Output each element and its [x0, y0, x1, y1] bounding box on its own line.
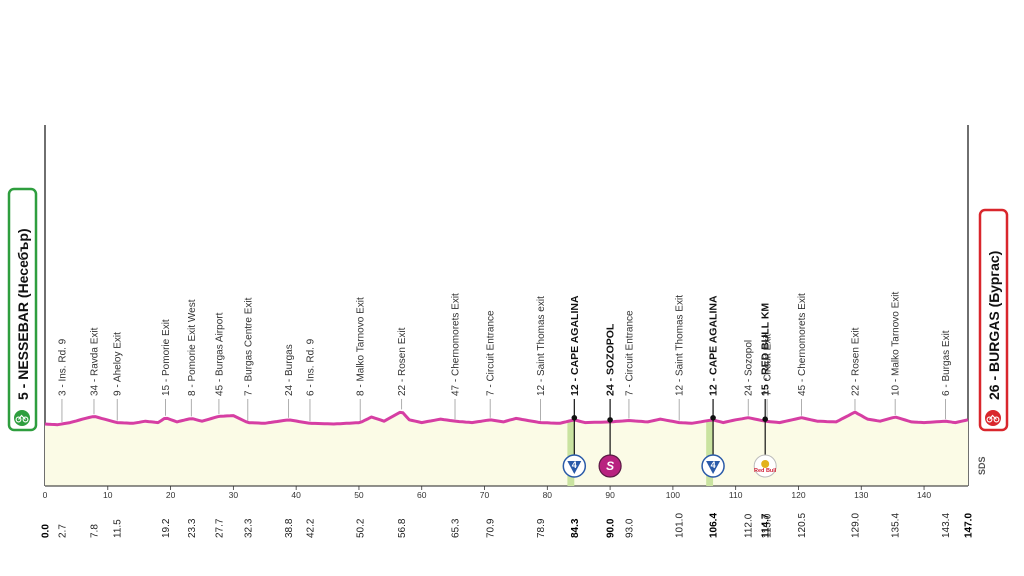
distance-marker-15: 78.9 [536, 518, 547, 538]
profile-line [44, 410, 969, 427]
waypoint-label-19: 12 - CAPE AGALINA [708, 295, 720, 396]
waypoint-label-22: 7 - Circuit Exit [763, 334, 774, 396]
waypoint-labels: 3 - Ins. Rd. 9 34 - Ravda Exit 9 - Aheloy … [57, 291, 951, 396]
distance-marker-4: 11.5 [113, 519, 124, 538]
waypoint-label-6: 45 - Burgas Airport [214, 312, 225, 396]
finish-label: 26 - BURGAS (Бургас) [986, 251, 1002, 400]
km-badge-label-19: 4 [711, 460, 716, 470]
waypoint-label-3: 9 - Aheloy Exit [113, 332, 124, 396]
distance-marker-8: 32.3 [243, 518, 254, 538]
x-tick-label-50: 50 [354, 490, 364, 500]
waypoint-label-17: 7 - Circuit Entrance [624, 310, 635, 396]
distance-marker-18: 93.0 [624, 518, 635, 538]
distance-marker-2: 2.7 [57, 524, 68, 538]
distance-markers: 0.0 2.7 7.8 11.5 19.2 23.3 27.7 32.3 38.8 42.2 50.… [41, 513, 975, 538]
x-tick-label-90: 90 [605, 490, 615, 500]
waypoint-label-13: 7 - Circuit Entrance [486, 310, 497, 396]
distance-marker-6: 23.3 [187, 518, 198, 538]
redbull-sun-icon [761, 460, 770, 468]
distance-marker-22: 114.7 [761, 513, 772, 538]
km-badge-triangle-15 [567, 461, 582, 474]
distance-marker-14: 70.9 [486, 518, 497, 538]
waypoint-label-5: 8 - Pomorie Exit West [187, 299, 198, 396]
x-tick-label-0: 0 [43, 490, 48, 500]
distance-marker-25: 129.0 [850, 513, 861, 538]
waypoint-label-20: 24 - Sozopol [744, 340, 755, 396]
sds-watermark: SDS [977, 456, 987, 475]
distance-marker-9: 38.8 [284, 518, 295, 538]
waypoint-label-10: 8 - Malko Tarnovo Exit [356, 297, 367, 396]
distance-marker-17: 90.0 [606, 518, 617, 538]
x-tick-label-40: 40 [291, 490, 301, 500]
profile-fill [45, 412, 968, 486]
x-tick-label-10: 10 [103, 490, 113, 500]
distance-marker-10: 42.2 [305, 518, 316, 538]
sprint-badge [598, 454, 622, 478]
distance-marker-21: 112.0 [744, 513, 755, 538]
waypoint-label-12: 47 - Chernomorets Exit [451, 293, 462, 396]
waypoint-label-7: 7 - Burgas Centre Exit [243, 297, 254, 396]
waypoint-label-26: 6 - Burgas Exit [941, 330, 952, 396]
distance-marker-7: 27.7 [214, 518, 225, 538]
distance-marker-12: 56.8 [397, 518, 408, 538]
x-axis-ticks: 10 20 30 40 50 60 70 80 90 100 110 120 130 140 0 [43, 486, 931, 500]
x-tick-label-20: 20 [166, 490, 176, 500]
waypoint-label-14: 12 - Saint Thomas exit [536, 296, 547, 396]
waypoint-label-24: 22 - Rosen Exit [850, 327, 861, 396]
distance-marker-19: 101.0 [675, 513, 686, 538]
x-tick-label-30: 30 [229, 490, 239, 500]
distance-marker-5: 19.2 [161, 518, 172, 538]
distance-marker-3: 7.8 [89, 524, 100, 538]
profile-area [45, 412, 968, 487]
waypoint-label-21: 15 - RED BULL KM [760, 303, 772, 396]
waypoint-label-4: 15 - Pomorie Exit [161, 319, 172, 396]
x-tick-label-70: 70 [480, 490, 490, 500]
waypoint-label-15: 12 - CAPE AGALINA [569, 295, 581, 396]
x-tick-label-100: 100 [666, 490, 680, 500]
start-badge: 5 - NESSEBAR (Несебър) [7, 187, 38, 432]
distance-marker-27: 143.4 [941, 513, 952, 538]
x-tick-label-60: 60 [417, 490, 427, 500]
distance-marker-16: 84.3 [570, 518, 581, 538]
waypoint-leaders [61, 399, 946, 422]
x-tick-label-120: 120 [791, 490, 805, 500]
distance-marker-1: 0.0 [41, 524, 52, 538]
redbull-badge-label: Red Bull [754, 468, 777, 474]
sprint-badge-label: S [606, 459, 614, 473]
distance-marker-20: 106.4 [709, 513, 720, 538]
distance-marker-13: 65.3 [451, 518, 462, 538]
waypoint-label-8: 24 - Burgas [284, 344, 295, 396]
waypoint-label-11: 22 - Rosen Exit [397, 327, 408, 396]
waypoint-label-9: 6 - Ins. Rd. 9 [305, 338, 316, 396]
x-tick-label-110: 110 [729, 490, 743, 500]
km-badge-triangle-19 [706, 461, 721, 474]
waypoint-badges: 4 S 4 Red Bull [562, 415, 777, 478]
waypoint-label-23: 45 - Chernomorets Exit [797, 293, 808, 396]
waypoint-label-18: 12 - Saint Thomas Exit [675, 295, 686, 396]
distance-marker-24: 120.5 [797, 513, 808, 538]
start-label: 5 - NESSEBAR (Несебър) [15, 228, 31, 400]
waypoint-label-1: 3 - Ins. Rd. 9 [57, 338, 68, 396]
waypoint-label-16: 24 - SOZOPOL [605, 323, 617, 396]
distance-marker-28: 147.0 [964, 513, 975, 538]
x-tick-label-130: 130 [854, 490, 868, 500]
elevation-line [44, 410, 969, 427]
distance-marker-23: 115.0 [763, 513, 774, 538]
waypoint-label-25: 10 - Malko Tarnovo Exit [891, 291, 902, 396]
finish-badge: 26 - BURGAS (Бургас) [978, 208, 1009, 432]
distance-marker-26: 135.4 [891, 513, 902, 538]
distance-marker-11: 50.2 [356, 518, 367, 538]
waypoint-label-2: 34 - Ravda Exit [89, 327, 100, 396]
km-badge-label-15: 4 [572, 460, 577, 470]
x-tick-label-80: 80 [543, 490, 553, 500]
x-tick-label-140: 140 [917, 490, 931, 500]
